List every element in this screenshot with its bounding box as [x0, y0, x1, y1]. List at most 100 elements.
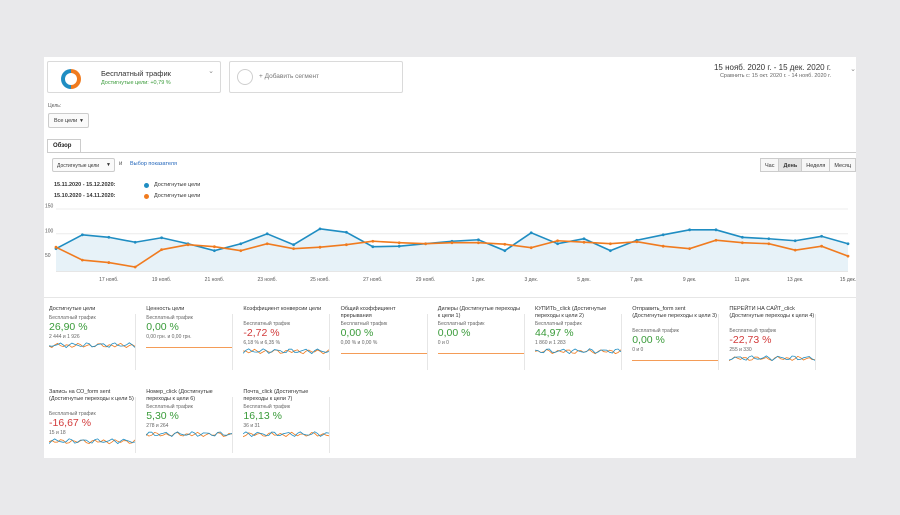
data-point-current: [609, 249, 612, 253]
data-point-previous: [767, 242, 771, 246]
data-point-current: [767, 237, 771, 241]
data-point-previous: [477, 241, 480, 245]
granularity-day[interactable]: День: [778, 158, 803, 172]
segment-subtitle: Достигнутые цели: +0,79 %: [101, 80, 171, 86]
data-point-previous: [741, 241, 744, 245]
data-point-previous: [81, 258, 84, 262]
scorecard-sub: 0,00 грн. и 0,00 грн.: [146, 333, 192, 340]
section-divider: [44, 297, 856, 298]
scorecard-sub: 0,00 % и 0,00 %: [340, 340, 378, 346]
data-point-previous: [160, 248, 163, 252]
sparkline: [243, 348, 330, 355]
scorecard[interactable]: Номер_click (Достигнутые переходы к цели…: [141, 389, 234, 455]
data-point-previous: [661, 244, 665, 248]
granularity-hour[interactable]: Час: [759, 158, 780, 172]
caret-down-icon: ▼: [79, 118, 84, 124]
data-point-current: [213, 249, 216, 253]
granularity-month[interactable]: Месяц: [829, 158, 856, 172]
x-tick-label: 17 нояб.: [99, 277, 118, 283]
scorecard-source: Бесплатный трафик: [632, 327, 679, 334]
scorecard[interactable]: ПЕРЕЙТИ НА САЙТ_click (Достигнутые перех…: [724, 306, 817, 372]
sparkline: [146, 346, 233, 348]
tab-overview[interactable]: Обзор: [47, 139, 81, 153]
data-point-previous: [133, 265, 137, 269]
metric-select-value: Достигнутые цели: [57, 163, 100, 169]
data-point-current: [292, 243, 295, 247]
scorecard-source: Бесплатный трафик: [49, 410, 96, 417]
scorecard-divider: [232, 314, 234, 370]
sparkline: [49, 341, 135, 348]
y-tick-label: 100: [45, 228, 54, 234]
scorecard[interactable]: Коэффициент конверсии цели Бесплатный тра…: [238, 306, 331, 372]
scorecard-divider: [815, 314, 817, 370]
data-point-previous: [714, 238, 718, 242]
segment-title: Бесплатный трафик: [101, 69, 171, 78]
data-point-previous: [265, 242, 269, 246]
sparkline: [729, 354, 816, 361]
data-point-previous: [186, 243, 190, 247]
data-point-current: [318, 227, 322, 231]
sparkline: [146, 431, 233, 438]
chevron-down-icon[interactable]: ⌄: [850, 66, 856, 73]
scorecard[interactable]: Почта_click (Достигнутые переходы к цели…: [238, 389, 331, 455]
data-point-current: [371, 245, 375, 249]
scorecard-sub: 255 и 330: [729, 346, 752, 353]
scorecard[interactable]: Ценность цели Бесплатный трафик 0,00 % 0,00…: [141, 306, 234, 372]
goal-label: Цель:: [48, 103, 62, 109]
scorecard-divider: [135, 397, 136, 453]
data-point-current: [820, 234, 823, 238]
scorecard-divider: [718, 314, 720, 370]
and-label: и: [119, 161, 123, 167]
sparkline-current: [49, 341, 135, 348]
scorecard[interactable]: Запись на СО_form sent (Достигнутые пере…: [44, 389, 136, 455]
scorecard[interactable]: Дилеры (Достигнутые переходы к цели 1) Бе…: [433, 306, 525, 372]
metric-select[interactable]: Достигнутые цели ▼: [52, 158, 115, 172]
data-point-current: [582, 237, 586, 241]
segment-active[interactable]: Бесплатный трафик Достигнутые цели: +0,7…: [47, 61, 221, 93]
date-range[interactable]: 15 нояб. 2020 г. - 15 дек. 2020 г.: [713, 63, 831, 72]
line-chart[interactable]: 150 100 50 17 нояб. 19 нояб. 21 нояб. 23 нояб.…: [44, 203, 856, 289]
scorecard-source: Бесплатный трафик: [49, 314, 96, 321]
data-point-current: [239, 242, 243, 246]
scorecard-title: КУПИТЬ_click (Достигнутые переходы к цел…: [535, 306, 607, 319]
granularity-week[interactable]: Неделя: [801, 158, 831, 172]
scorecard-divider: [135, 314, 136, 370]
data-point-current: [81, 233, 84, 237]
data-point-previous: [54, 245, 58, 249]
pick-metric-link[interactable]: Выбор показателя: [130, 161, 177, 167]
scorecard-source: Бесплатный трафик: [146, 314, 193, 321]
scorecard[interactable]: КУПИТЬ_click (Достигнутые переходы к цел…: [530, 306, 622, 372]
data-point-previous: [450, 241, 454, 245]
goal-select[interactable]: Все цели ▼: [48, 113, 89, 128]
add-segment-button[interactable]: + Добавить сегмент: [229, 61, 403, 93]
scorecard-source: Бесплатный трафик: [243, 321, 291, 327]
x-tick-label: 29 нояб.: [416, 277, 435, 283]
x-tick-label: 1 дек.: [472, 277, 485, 283]
scorecard-divider: [329, 397, 331, 453]
goal-select-value: Все цели: [54, 118, 78, 124]
legend-name-current: Достигнутые цели: [154, 182, 201, 188]
data-point-current: [160, 236, 163, 240]
scorecard-sub: 6,18 % и 6,35 %: [243, 340, 281, 346]
scorecard-title: ПЕРЕЙТИ НА САЙТ_click (Достигнутые перех…: [729, 306, 815, 319]
data-point-current: [265, 232, 269, 236]
sparkline: [437, 353, 524, 354]
chevron-down-icon[interactable]: ⌄: [208, 68, 214, 75]
data-point-current: [714, 228, 718, 232]
x-tick-label: 19 нояб.: [152, 277, 171, 283]
scorecard[interactable]: Достигнутые цели Бесплатный трафик 26,90 %…: [44, 306, 136, 372]
scorecard-source: Бесплатный трафик: [340, 321, 388, 327]
data-point-current: [345, 230, 348, 234]
scorecard[interactable]: Отправить_form sent (Достигнутые переход…: [627, 306, 720, 372]
scorecard-title: Достигнутые цели: [49, 306, 96, 312]
sparkline-previous: [243, 348, 330, 355]
data-point-previous: [107, 261, 111, 264]
scorecard-title: Общий коэффициент прерывания: [340, 306, 396, 319]
y-tick-label: 50: [45, 253, 51, 259]
scorecard-value: -16,67 %: [49, 416, 92, 429]
scorecard-title: Ценность цели: [146, 306, 185, 312]
sparkline-current: [729, 354, 816, 361]
scorecard[interactable]: Общий коэффициент прерывания Бесплатный т…: [336, 306, 428, 372]
data-point-current: [133, 240, 137, 244]
y-tick-label: 150: [45, 204, 54, 210]
